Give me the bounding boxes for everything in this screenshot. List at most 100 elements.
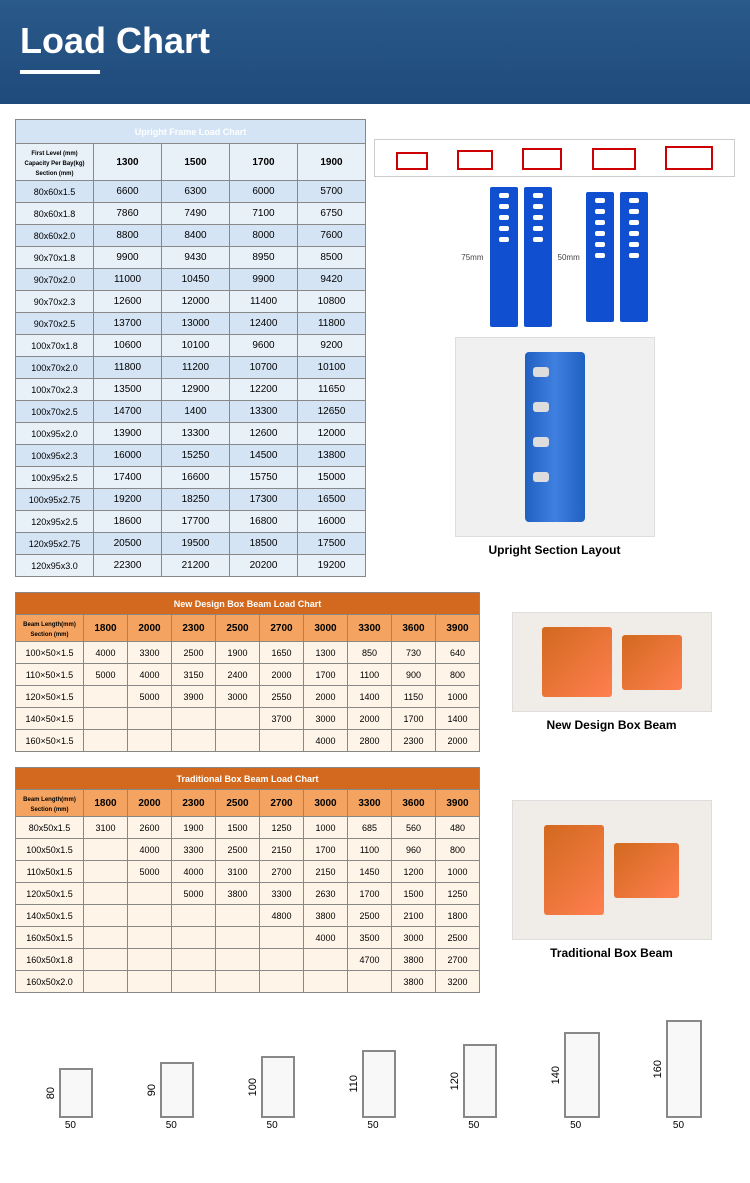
value-cell: 3100 [84,817,128,839]
value-cell: 17400 [94,467,162,489]
section-shape [160,1062,194,1118]
value-cell: 9900 [94,247,162,269]
width-dim: 50 [570,1120,581,1131]
cross-section: 14050 [550,1030,602,1131]
tradbox-title: Traditional Box Beam Load Chart [16,768,480,790]
section-cell: 80x60x1.8 [16,203,94,225]
value-cell: 18250 [162,489,230,511]
value-cell: 2600 [128,817,172,839]
value-cell: 12600 [94,291,162,313]
value-cell: 13000 [162,313,230,335]
section-cell: 110x50x1.5 [16,861,84,883]
tradbox-table: Traditional Box Beam Load Chart Beam Len… [15,767,480,993]
cross-section: 8050 [45,1066,95,1131]
value-cell: 9900 [230,269,298,291]
value-cell: 800 [436,839,480,861]
value-cell: 1700 [304,839,348,861]
value-cell: 10700 [230,357,298,379]
value-cell: 9600 [230,335,298,357]
value-cell: 1150 [392,686,436,708]
value-cell: 1000 [304,817,348,839]
value-cell: 15750 [230,467,298,489]
value-cell: 6750 [298,203,366,225]
value-cell: 13800 [298,445,366,467]
empty-cell [216,708,260,730]
table-row: 80x60x1.87860749071006750 [16,203,366,225]
empty-cell [172,730,216,752]
value-cell: 14500 [230,445,298,467]
value-cell: 5000 [172,883,216,905]
newbox-row: New Design Box Beam Load Chart Beam Leng… [15,592,735,752]
value-cell: 1500 [216,817,260,839]
empty-cell [84,971,128,993]
section-cell: 100x70x2.0 [16,357,94,379]
empty-cell [128,971,172,993]
value-cell: 12200 [230,379,298,401]
value-cell: 560 [392,817,436,839]
value-cell: 4000 [128,839,172,861]
upright-post [620,192,648,322]
value-cell: 13900 [94,423,162,445]
section-cell: 90x70x2.0 [16,269,94,291]
value-cell: 21200 [162,555,230,577]
value-cell: 3300 [128,642,172,664]
value-cell: 2700 [260,861,304,883]
value-cell: 1800 [436,905,480,927]
value-cell: 19200 [298,555,366,577]
empty-cell [172,927,216,949]
upright-table-title: Upright Frame Load Chart [16,120,366,144]
value-cell: 7490 [162,203,230,225]
value-cell: 480 [436,817,480,839]
value-cell: 1900 [216,642,260,664]
empty-cell [84,883,128,905]
value-cell: 9430 [162,247,230,269]
value-cell: 12000 [298,423,366,445]
value-cell: 12000 [162,291,230,313]
section-cell: 100x50x1.5 [16,839,84,861]
height-dim: 160 [652,1060,664,1078]
width-dim: 50 [367,1120,378,1131]
value-cell: 2000 [304,686,348,708]
value-cell: 1200 [392,861,436,883]
table-row: 110x50x1.5500040003100270021501450120010… [16,861,480,883]
section-shape [59,1068,93,1118]
section-cell: 100x95x2.3 [16,445,94,467]
profile-diagrams [374,139,735,177]
section-cell: 160×50×1.5 [16,730,84,752]
height-dim: 120 [449,1072,461,1090]
empty-cell [128,708,172,730]
section-cell: 100x70x1.8 [16,335,94,357]
upright-caption: Upright Section Layout [489,543,621,557]
profile-shape [396,152,428,170]
height-dim: 80 [45,1087,57,1099]
empty-cell [84,861,128,883]
value-cell: 730 [392,642,436,664]
newbox-title: New Design Box Beam Load Chart [16,593,480,615]
value-cell: 2500 [216,839,260,861]
section-cell: 100×50×1.5 [16,642,84,664]
value-cell: 10800 [298,291,366,313]
upright-posts: 75mm 50mm [457,183,651,331]
value-cell: 2000 [348,708,392,730]
value-cell: 2630 [304,883,348,905]
value-cell: 17300 [230,489,298,511]
value-cell: 3800 [392,971,436,993]
value-cell: 16000 [94,445,162,467]
value-cell: 16600 [162,467,230,489]
profile-shape [457,150,493,170]
section-shape [261,1056,295,1118]
table-row: 110×50×1.5500040003150240020001700110090… [16,664,480,686]
table-row: 160x50x1.54000350030002500 [16,927,480,949]
value-cell: 5000 [128,686,172,708]
value-cell: 2000 [436,730,480,752]
value-cell: 1000 [436,686,480,708]
value-cell: 900 [392,664,436,686]
value-cell: 1300 [304,642,348,664]
value-cell: 8000 [230,225,298,247]
value-cell: 6000 [230,181,298,203]
value-cell: 7600 [298,225,366,247]
value-cell: 850 [348,642,392,664]
table-row: 80x60x1.56600630060005700 [16,181,366,203]
empty-cell [84,686,128,708]
value-cell: 1100 [348,664,392,686]
